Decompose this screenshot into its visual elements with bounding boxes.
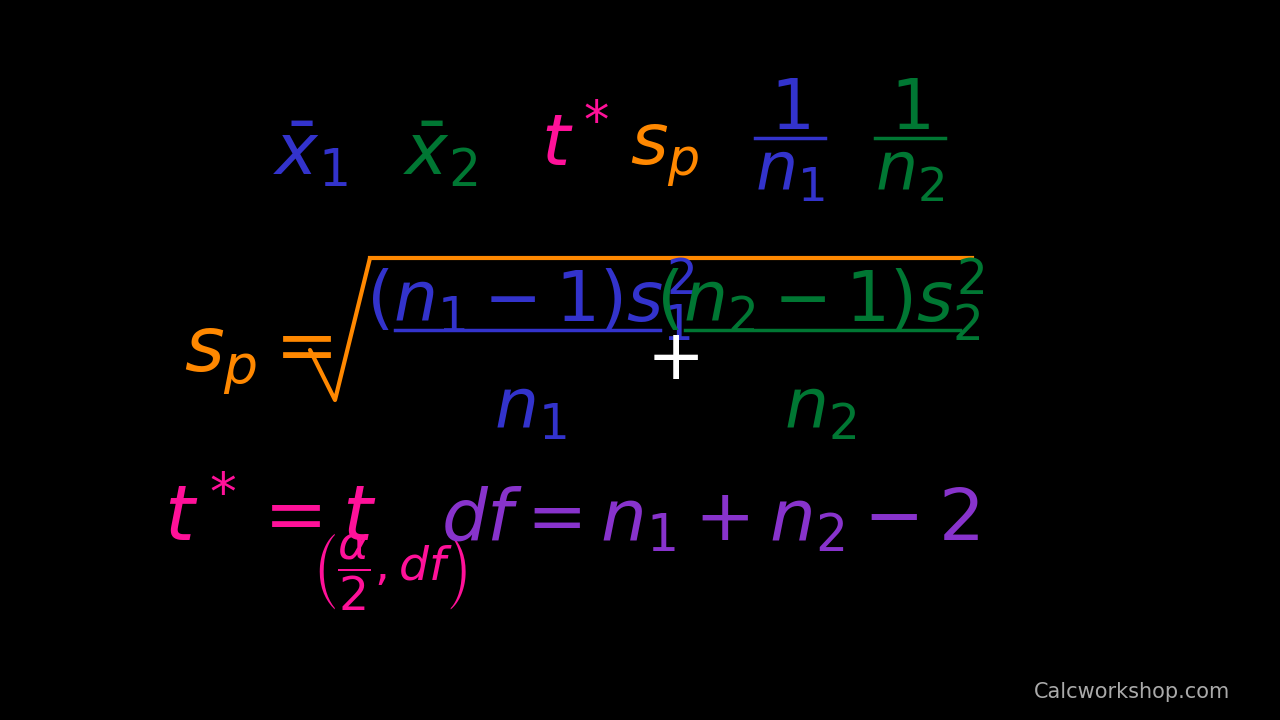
Text: $\left(\dfrac{\alpha}{2},df\right)$: $\left(\dfrac{\alpha}{2},df\right)$ (314, 531, 467, 613)
Text: $t^*=t$: $t^*=t$ (164, 483, 376, 557)
Text: $n_1$: $n_1$ (494, 377, 566, 444)
Text: $1$: $1$ (890, 76, 929, 143)
Text: $n_2$: $n_2$ (783, 377, 856, 444)
Text: $n_2$: $n_2$ (876, 140, 945, 204)
Text: $t^*$: $t^*$ (540, 109, 609, 181)
Text: $+$: $+$ (645, 327, 699, 393)
Text: $s_p$: $s_p$ (630, 120, 700, 190)
Text: $\bar{x}_2$: $\bar{x}_2$ (403, 120, 477, 190)
Text: $n_1$: $n_1$ (755, 140, 824, 204)
Text: $1$: $1$ (771, 76, 810, 143)
Text: $(n_2-1)s_2^2$: $(n_2-1)s_2^2$ (655, 257, 984, 343)
Text: $\bar{x}_1$: $\bar{x}_1$ (273, 120, 347, 190)
Text: Calcworkshop.com: Calcworkshop.com (1034, 682, 1230, 702)
Text: $s_p=$: $s_p=$ (184, 323, 333, 397)
Text: $(n_1-1)s_1^2$: $(n_1-1)s_1^2$ (366, 257, 694, 343)
Text: $df=n_1+n_2-2$: $df=n_1+n_2-2$ (442, 485, 979, 555)
